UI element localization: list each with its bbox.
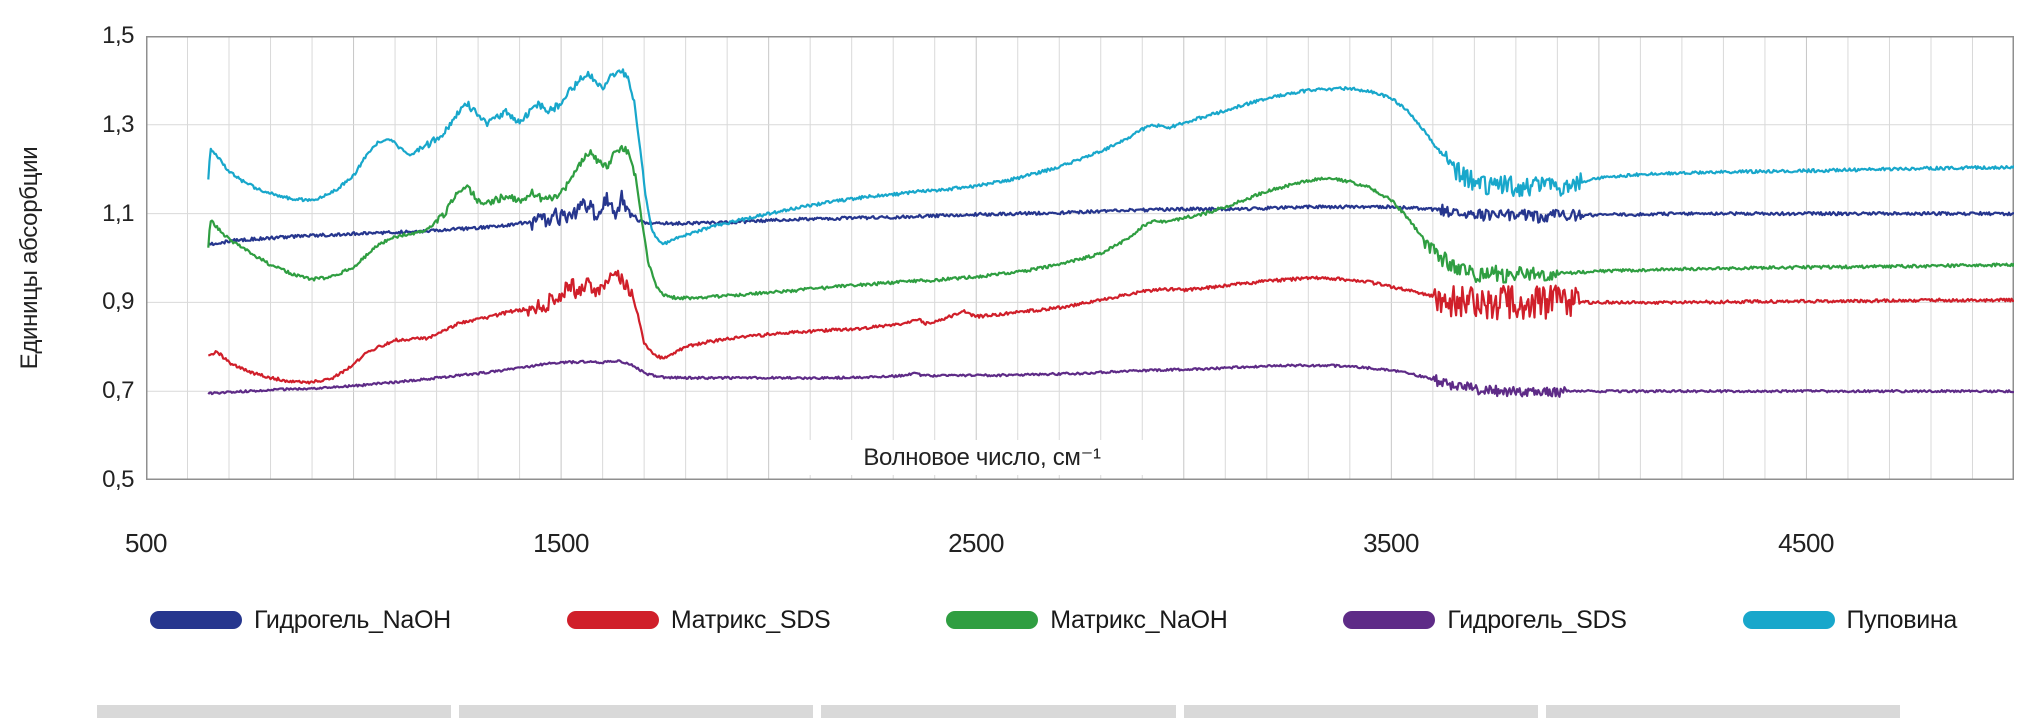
x-tick-label: 3500 (1363, 528, 1419, 558)
legend-item: Гидрогель_SDS (1343, 605, 1627, 635)
x-tick-label: 500 (125, 528, 167, 558)
legend-label: Гидрогель_NaOH (254, 605, 451, 634)
cropped-table-cell (821, 705, 1176, 718)
spectra-plot-canvas (146, 36, 2014, 480)
legend-swatch-icon (1742, 611, 1835, 629)
y-tick-label: 1,5 (102, 22, 134, 49)
series-line (207, 144, 2014, 301)
legend-item: Матрикс_SDS (566, 605, 831, 635)
legend-label: Гидрогель_SDS (1447, 605, 1627, 634)
legend-swatch-icon (566, 611, 659, 629)
legend-swatch-icon (150, 611, 242, 629)
x-tick-label: 1500 (533, 528, 589, 558)
cropped-table-strip (97, 705, 1901, 718)
legend-label: Матрикс_SDS (670, 605, 831, 634)
x-tick-label: 2500 (948, 528, 1004, 558)
legend: Гидрогель_NaOH Матрикс_SDS Матрикс_NaOH … (150, 600, 1957, 640)
legend-item: Пуповина (1742, 605, 1958, 635)
x-axis-title: Волновое число, см⁻¹ (793, 440, 1171, 475)
cropped-table-cell (97, 705, 452, 718)
legend-swatch-icon (946, 611, 1039, 629)
x-tick-label: 4500 (1778, 528, 1834, 558)
y-axis-title: Единицы абсорбции (16, 146, 43, 370)
cropped-table-cell (1545, 705, 1901, 718)
legend-label: Пуповина (1846, 605, 1958, 634)
series-line (207, 68, 2014, 246)
y-tick-label: 0,9 (102, 288, 134, 315)
series-line (207, 189, 2014, 247)
y-tick-label: 1,1 (102, 200, 134, 227)
y-tick-label: 0,5 (102, 466, 134, 493)
y-tick-label: 0,7 (102, 377, 134, 404)
y-tick-label: 1,3 (102, 111, 134, 138)
legend-item: Матрикс_NaOH (946, 605, 1228, 635)
legend-swatch-icon (1343, 611, 1436, 629)
cropped-table-cell (459, 705, 814, 718)
legend-label: Матрикс_NaOH (1050, 605, 1228, 634)
cropped-table-cell (1183, 705, 1538, 718)
series-line (208, 269, 2014, 385)
legend-item: Гидрогель_NaOH (150, 606, 451, 635)
series-line (207, 359, 2014, 398)
